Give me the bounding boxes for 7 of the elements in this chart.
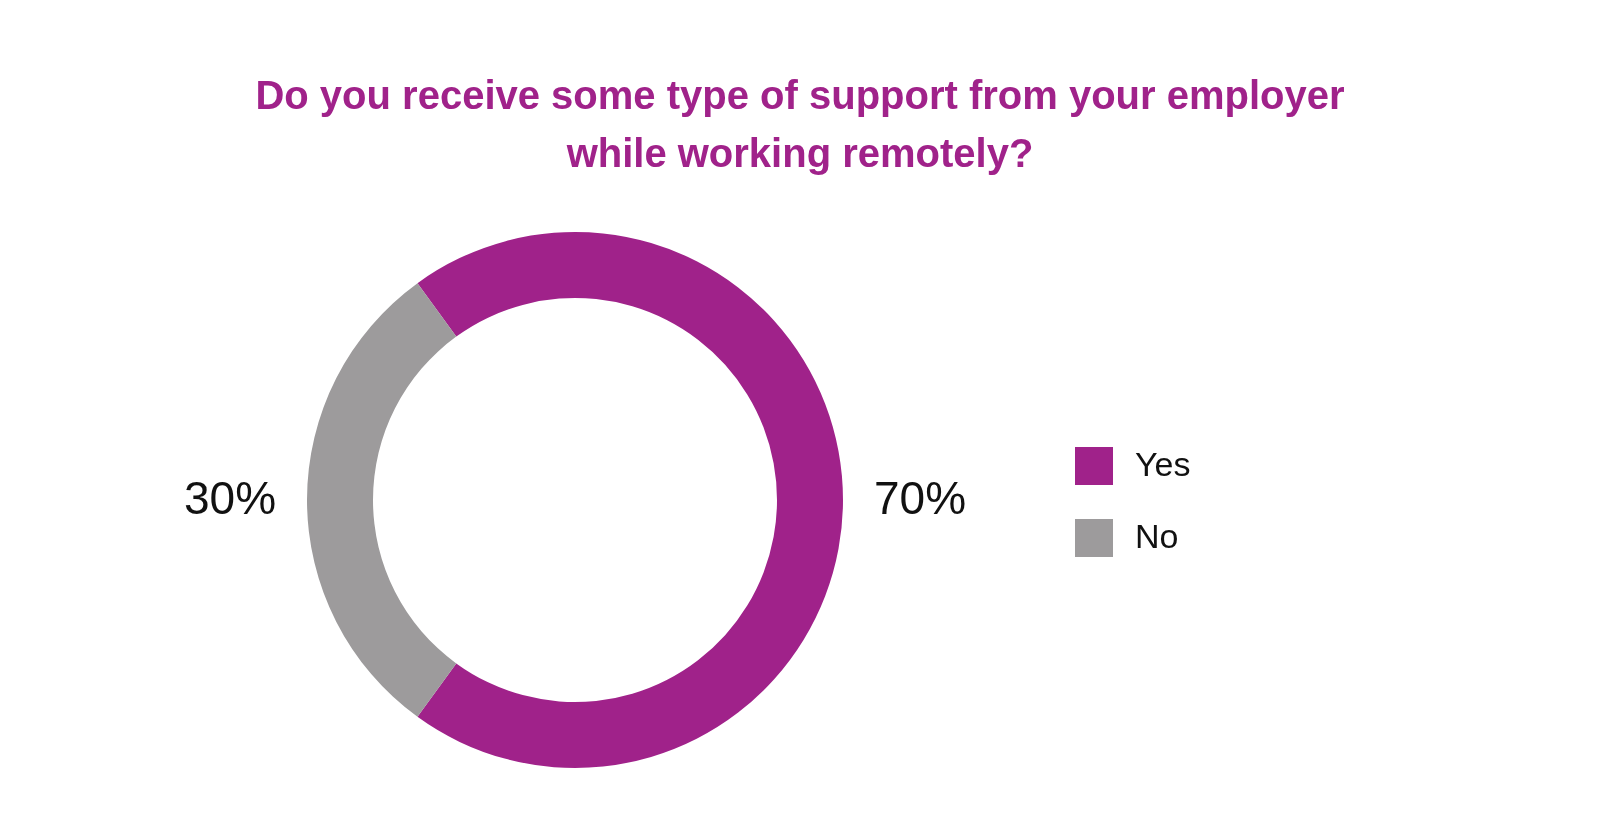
donut-slice: [307, 283, 457, 717]
chart-title: Do you receive some type of support from your employer while working remotely?: [255, 73, 1345, 175]
data-label: 30%: [183, 472, 277, 524]
legend-label: No: [1135, 517, 1179, 555]
donut-slice: [417, 232, 843, 768]
data-label: 70%: [873, 472, 967, 524]
legend-label: Yes: [1135, 445, 1191, 483]
